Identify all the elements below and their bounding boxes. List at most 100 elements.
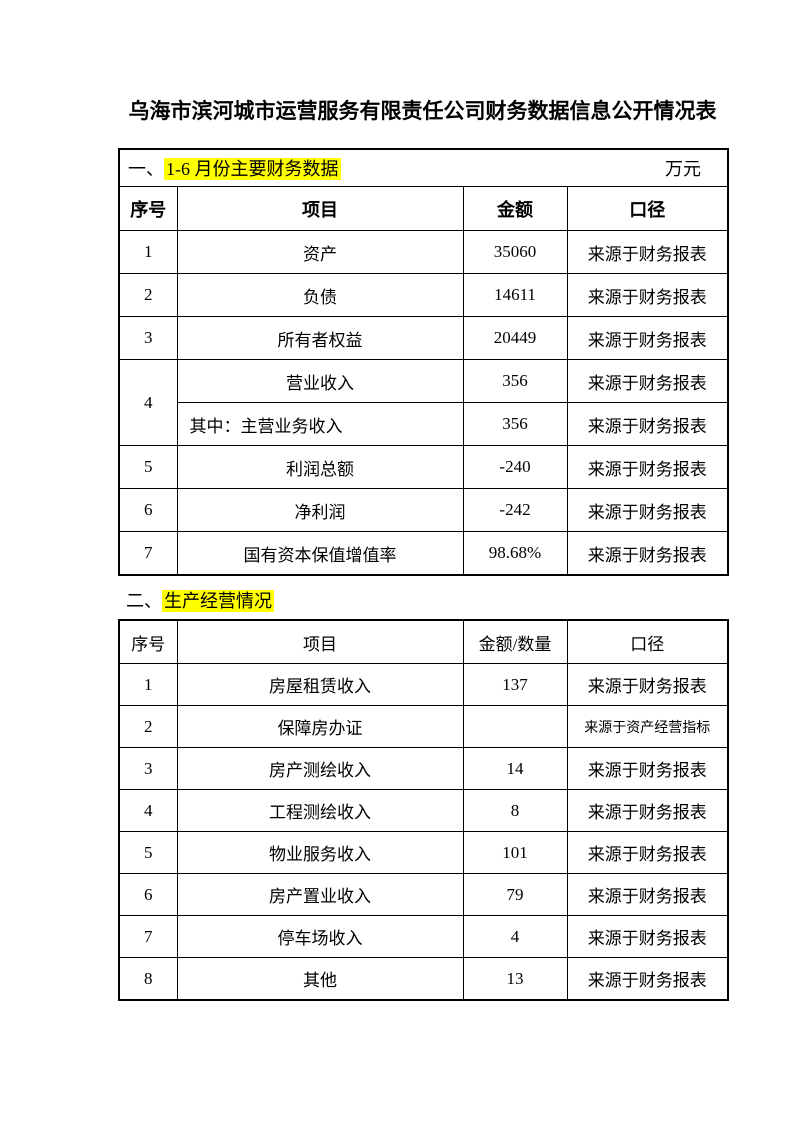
table2-header-row: 序号 项目 金额/数量 口径 xyxy=(118,619,729,664)
financial-data-table: 一、 1-6 月份主要财务数据 万元 序号 项目 金额 口径 1 资产 35060 来源于财务… xyxy=(118,148,729,576)
cell-item: 国有资本保值增值率 xyxy=(176,531,464,576)
column-header: 序号 xyxy=(118,619,178,664)
cell-caliber: 来源于财务报表 xyxy=(566,445,729,489)
cell-amount: 356 xyxy=(462,359,568,403)
cell-serial: 6 xyxy=(118,873,178,916)
section2-heading: 二、 生产经营情况 xyxy=(126,589,727,613)
cell-caliber: 来源于财务报表 xyxy=(566,957,729,1001)
cell-caliber: 来源于财务报表 xyxy=(566,663,729,706)
column-header: 金额/数量 xyxy=(462,619,568,664)
cell-serial: 1 xyxy=(118,663,178,706)
table-row: 4 工程测绘收入 8 来源于财务报表 xyxy=(118,789,729,832)
cell-serial: 6 xyxy=(118,488,178,532)
cell-amount: 79 xyxy=(462,873,568,916)
cell-serial: 2 xyxy=(118,705,178,748)
section1-heading-highlighted: 1-6 月份主要财务数据 xyxy=(164,158,341,180)
section1-heading-text: 一、 1-6 月份主要财务数据 xyxy=(128,155,341,181)
cell-item: 利润总额 xyxy=(176,445,464,489)
cell-caliber: 来源于财务报表 xyxy=(566,747,729,790)
section2-prefix: 二、 xyxy=(126,591,162,611)
cell-item: 房产置业收入 xyxy=(176,873,464,916)
cell-amount: 14611 xyxy=(462,273,568,317)
cell-caliber: 来源于财务报表 xyxy=(566,316,729,360)
cell-caliber: 来源于财务报表 xyxy=(566,789,729,832)
cell-item: 工程测绘收入 xyxy=(176,789,464,832)
cell-serial: 5 xyxy=(118,445,178,489)
cell-caliber: 来源于财务报表 xyxy=(566,359,729,403)
cell-amount: 8 xyxy=(462,789,568,832)
section2-heading-highlighted: 生产经营情况 xyxy=(162,590,274,612)
column-header: 序号 xyxy=(118,186,178,231)
cell-item: 所有者权益 xyxy=(176,316,464,360)
cell-caliber: 来源于资产经营指标 xyxy=(566,705,729,748)
column-header: 口径 xyxy=(566,186,729,231)
table-row: 2 负债 14611 来源于财务报表 xyxy=(118,273,729,317)
cell-item: 其中：主营业务收入 xyxy=(176,402,464,446)
cell-item: 其他 xyxy=(176,957,464,1001)
document-content: 乌海市滨河城市运营服务有限责任公司财务数据信息公开情况表 一、 1-6 月份主要财… xyxy=(118,97,729,1001)
cell-amount: 35060 xyxy=(462,230,568,274)
cell-serial: 1 xyxy=(118,230,178,274)
cell-caliber: 来源于财务报表 xyxy=(566,831,729,874)
cell-amount xyxy=(462,705,568,748)
column-header: 金额 xyxy=(462,186,568,231)
cell-caliber: 来源于财务报表 xyxy=(566,230,729,274)
cell-amount: -242 xyxy=(462,488,568,532)
cell-serial: 8 xyxy=(118,957,178,1001)
cell-caliber: 来源于财务报表 xyxy=(566,273,729,317)
cell-serial: 7 xyxy=(118,915,178,958)
cell-caliber: 来源于财务报表 xyxy=(566,402,729,446)
operations-data-table: 序号 项目 金额/数量 口径 1 房屋租赁收入 137 来源于财务报表 2 保障房办证 来源于资产… xyxy=(118,619,729,1001)
table-row: 其中：主营业务收入 356 来源于财务报表 xyxy=(119,402,729,446)
cell-caliber: 来源于财务报表 xyxy=(566,488,729,532)
cell-item: 资产 xyxy=(176,230,464,274)
cell-amount: 14 xyxy=(462,747,568,790)
table-row: 6 净利润 -242 来源于财务报表 xyxy=(118,488,729,532)
cell-item: 物业服务收入 xyxy=(176,831,464,874)
cell-amount: 101 xyxy=(462,831,568,874)
cell-amount: 4 xyxy=(462,915,568,958)
document-title: 乌海市滨河城市运营服务有限责任公司财务数据信息公开情况表 xyxy=(128,100,717,123)
cell-serial: 5 xyxy=(118,831,178,874)
section1-heading-cell: 一、 1-6 月份主要财务数据 万元 xyxy=(118,148,729,187)
cell-serial: 4 xyxy=(118,789,178,832)
section1-prefix: 一、 xyxy=(128,159,164,179)
cell-item: 房屋租赁收入 xyxy=(176,663,464,706)
table-row: 3 所有者权益 20449 来源于财务报表 xyxy=(118,316,729,360)
table-row: 1 资产 35060 来源于财务报表 xyxy=(118,230,729,274)
table-row: 1 房屋租赁收入 137 来源于财务报表 xyxy=(118,663,729,706)
table-row: 7 国有资本保值增值率 98.68% 来源于财务报表 xyxy=(118,531,729,576)
column-header: 项目 xyxy=(176,186,464,231)
cell-item: 负债 xyxy=(176,273,464,317)
cell-item: 保障房办证 xyxy=(176,705,464,748)
section1-heading-row: 一、 1-6 月份主要财务数据 万元 xyxy=(118,148,729,187)
cell-serial: 4 xyxy=(118,359,178,446)
table-row: 6 房产置业收入 79 来源于财务报表 xyxy=(118,873,729,916)
cell-caliber: 来源于财务报表 xyxy=(566,531,729,576)
cell-serial: 7 xyxy=(118,531,178,576)
table-row: 3 房产测绘收入 14 来源于财务报表 xyxy=(118,747,729,790)
cell-item: 房产测绘收入 xyxy=(176,747,464,790)
table-row: 5 利润总额 -240 来源于财务报表 xyxy=(118,445,729,489)
table1-header-row: 序号 项目 金额 口径 xyxy=(118,186,729,231)
cell-amount: 137 xyxy=(462,663,568,706)
table-row: 7 停车场收入 4 来源于财务报表 xyxy=(118,915,729,958)
table-row: 5 物业服务收入 101 来源于财务报表 xyxy=(118,831,729,874)
cell-caliber: 来源于财务报表 xyxy=(566,873,729,916)
cell-amount: -240 xyxy=(462,445,568,489)
cell-caliber: 来源于财务报表 xyxy=(566,915,729,958)
cell-item: 净利润 xyxy=(176,488,464,532)
cell-serial: 3 xyxy=(118,747,178,790)
table-row: 2 保障房办证 来源于资产经营指标 xyxy=(118,705,729,748)
section1-unit-label: 万元 xyxy=(665,159,701,179)
cell-amount: 98.68% xyxy=(462,531,568,576)
cell-item: 停车场收入 xyxy=(176,915,464,958)
table-row: 8 其他 13 来源于财务报表 xyxy=(118,957,729,1001)
cell-amount: 13 xyxy=(462,957,568,1001)
cell-serial: 2 xyxy=(118,273,178,317)
column-header: 项目 xyxy=(176,619,464,664)
cell-item: 营业收入 xyxy=(176,359,464,403)
cell-serial: 3 xyxy=(118,316,178,360)
table-row: 4 营业收入 356 来源于财务报表 xyxy=(118,359,729,446)
